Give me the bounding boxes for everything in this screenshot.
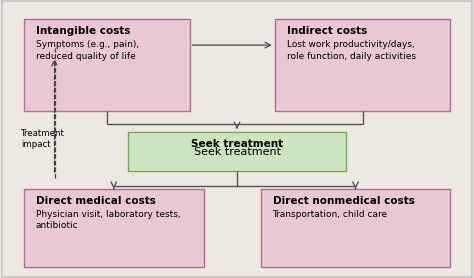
Text: Lost work productivity/days,
role function, daily activities: Lost work productivity/days, role functi… bbox=[287, 40, 416, 61]
Text: Direct medical costs: Direct medical costs bbox=[36, 196, 155, 206]
Text: Physician visit, laboratory tests,
antibiotic: Physician visit, laboratory tests, antib… bbox=[36, 210, 180, 230]
Text: Intangible costs: Intangible costs bbox=[36, 26, 130, 36]
FancyBboxPatch shape bbox=[128, 132, 346, 171]
Text: Direct nonmedical costs: Direct nonmedical costs bbox=[273, 196, 414, 206]
FancyBboxPatch shape bbox=[261, 189, 450, 267]
FancyBboxPatch shape bbox=[275, 19, 450, 111]
Text: Indirect costs: Indirect costs bbox=[287, 26, 367, 36]
FancyBboxPatch shape bbox=[24, 19, 190, 111]
Text: Treatment
impact: Treatment impact bbox=[21, 129, 65, 149]
Text: Transportation, child care: Transportation, child care bbox=[273, 210, 388, 219]
FancyBboxPatch shape bbox=[24, 189, 204, 267]
Text: Symptoms (e.g., pain),
reduced quality of life: Symptoms (e.g., pain), reduced quality o… bbox=[36, 40, 139, 61]
Text: Seek treatment: Seek treatment bbox=[191, 139, 283, 149]
Text: Seek treatment: Seek treatment bbox=[193, 147, 281, 157]
